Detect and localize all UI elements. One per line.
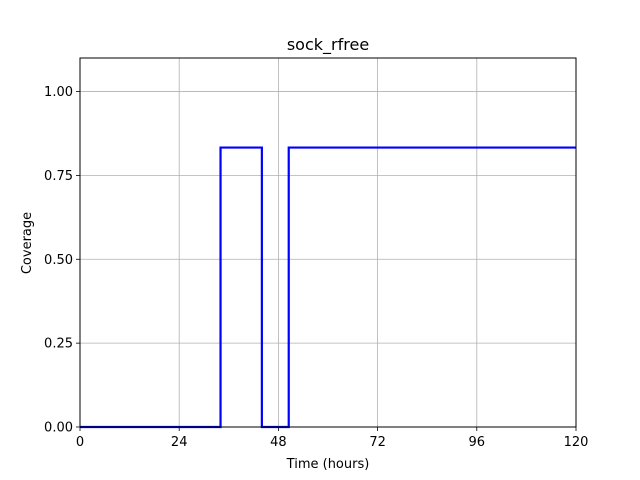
chart-title: sock_rfree <box>287 35 369 55</box>
x-axis-label: Time (hours) <box>286 457 370 472</box>
x-tick-label: 48 <box>270 435 287 450</box>
y-tick-label: 0.50 <box>44 253 73 268</box>
x-tick-label: 96 <box>469 435 486 450</box>
y-tick-label: 1.00 <box>44 85 73 100</box>
x-tick-label: 24 <box>171 435 188 450</box>
tick-labels: 0 24 48 72 96 120 0.00 0.25 0.50 0.75 1.00 <box>44 85 588 450</box>
x-tick-label: 72 <box>369 435 386 450</box>
series-layer <box>80 146 576 429</box>
tick-marks <box>76 91 577 431</box>
x-tick-label: 0 <box>76 435 84 450</box>
plot-frame <box>79 57 577 428</box>
y-tick-label: 0.00 <box>44 421 73 436</box>
x-tick-label: 120 <box>564 435 589 450</box>
grid-lines <box>79 58 577 428</box>
y-axis-label: Coverage <box>20 212 35 274</box>
coverage-series-line <box>80 146 576 429</box>
y-tick-label: 0.25 <box>44 337 73 352</box>
y-tick-label: 0.75 <box>44 169 73 184</box>
